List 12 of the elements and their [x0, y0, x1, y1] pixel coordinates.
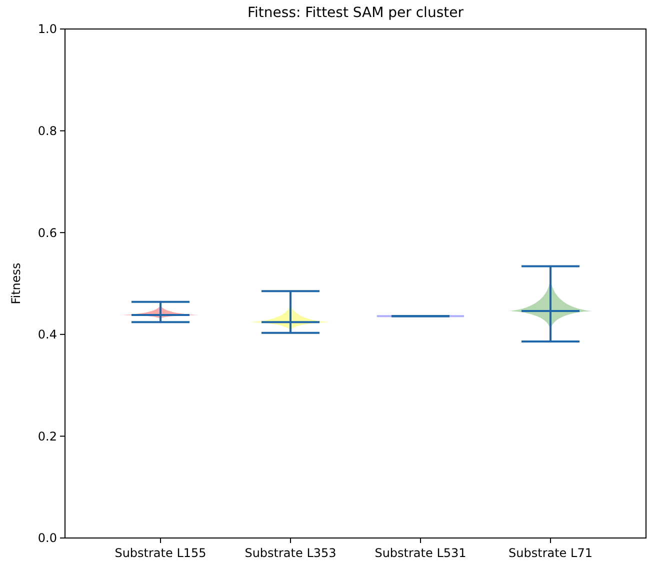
x-tick-label: Substrate L71 — [508, 546, 592, 560]
y-tick-label: 0.6 — [38, 226, 57, 240]
x-tick-label: Substrate L531 — [374, 546, 466, 560]
x-tick-label: Substrate L155 — [114, 546, 206, 560]
y-tick-label: 0.2 — [38, 429, 57, 444]
y-tick-label: 0.0 — [38, 531, 57, 546]
x-tick-label: Substrate L353 — [244, 546, 336, 560]
chart-title: Fitness: Fittest SAM per cluster — [248, 5, 464, 21]
y-axis-title: Fitness — [9, 262, 23, 304]
y-tick-label: 0.8 — [38, 124, 57, 138]
y-tick-label: 0.4 — [38, 328, 57, 342]
y-tick-label: 1.0 — [38, 22, 57, 36]
